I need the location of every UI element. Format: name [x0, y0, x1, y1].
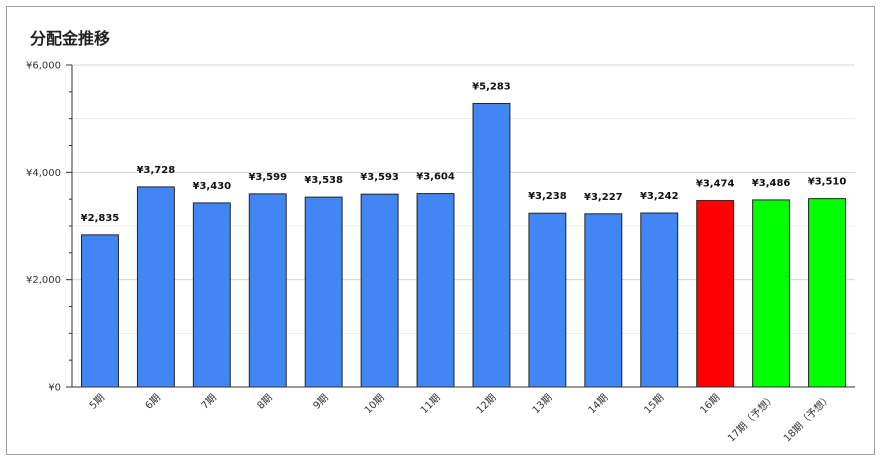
bar	[696, 200, 735, 388]
x-tick-label: 6期	[143, 392, 163, 412]
x-tick-label: 7期	[199, 392, 219, 412]
x-tick-label: 13期	[530, 392, 555, 417]
x-tick-label: 11期	[418, 392, 443, 417]
x-tick-label: 17期（予想）	[725, 391, 779, 445]
y-tick-label: ¥6,000	[26, 61, 61, 72]
bar	[528, 212, 567, 388]
x-tick-label: 12期	[474, 392, 499, 417]
bar	[304, 196, 343, 388]
bar	[360, 193, 399, 388]
data-label: ¥3,728	[137, 165, 176, 176]
x-tick-label: 18期（予想）	[781, 391, 835, 445]
x-tick-label: 16期	[698, 392, 723, 417]
data-label: ¥3,227	[584, 192, 623, 203]
y-tick-label: ¥4,000	[26, 168, 61, 179]
x-tick-label: 8期	[255, 392, 275, 412]
data-label: ¥3,510	[808, 177, 847, 188]
data-label: ¥3,238	[528, 191, 567, 202]
x-tick-label: 9期	[311, 392, 331, 412]
x-tick-label: 14期	[586, 392, 611, 417]
bar	[136, 186, 175, 388]
data-label: ¥3,604	[416, 172, 455, 183]
bar	[472, 102, 511, 388]
data-label: ¥3,486	[752, 178, 791, 189]
x-tick-label: 5期	[87, 392, 107, 412]
x-tick-label: 10期	[362, 392, 387, 417]
bar	[248, 193, 287, 388]
bar	[81, 234, 119, 388]
x-tick-label: 15期	[642, 392, 667, 417]
data-label: ¥3,599	[248, 172, 287, 183]
data-label: ¥2,835	[81, 213, 120, 224]
data-label: ¥3,538	[304, 175, 343, 186]
data-label: ¥3,242	[640, 191, 679, 202]
bar	[416, 193, 455, 388]
y-tick-label: ¥2,000	[26, 275, 61, 286]
bar	[808, 198, 846, 388]
data-label: ¥3,430	[193, 181, 232, 192]
bar	[640, 212, 679, 388]
data-label: ¥3,593	[360, 172, 399, 183]
data-label: ¥3,474	[696, 179, 735, 190]
chart-title: 分配金推移	[30, 29, 111, 48]
bar	[752, 199, 791, 388]
y-tick-label: ¥0	[48, 383, 61, 394]
bar	[192, 202, 231, 388]
bar	[584, 213, 623, 388]
data-label: ¥5,283	[472, 81, 511, 92]
